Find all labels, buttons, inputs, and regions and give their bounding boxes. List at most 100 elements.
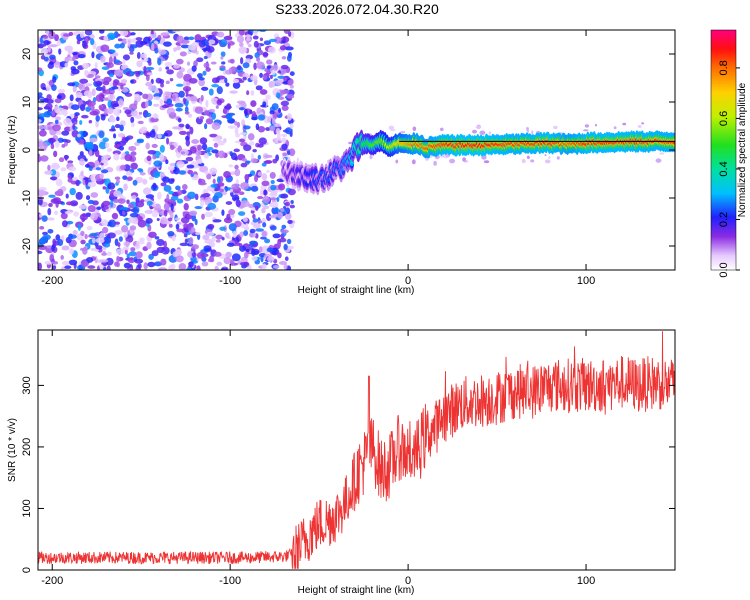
noise-speckle — [172, 94, 176, 102]
noise-speckle — [146, 155, 152, 162]
noise-speckle — [103, 35, 109, 42]
noise-speckle — [269, 171, 276, 179]
noise-speckle — [254, 205, 259, 210]
noise-speckle — [250, 75, 258, 81]
noise-speckle — [38, 92, 43, 97]
noise-speckle — [42, 86, 46, 91]
noise-speckle — [202, 70, 207, 76]
noise-speckle — [265, 94, 271, 101]
noise-speckle — [288, 148, 296, 157]
noise-speckle — [269, 125, 276, 132]
noise-speckle — [123, 262, 131, 269]
noise-speckle — [220, 56, 224, 60]
spectrogram-y-tick-label: 0 — [21, 147, 33, 153]
noise-speckle — [100, 166, 105, 170]
noise-speckle — [262, 51, 269, 58]
noise-speckle — [52, 238, 57, 245]
noise-speckle — [204, 123, 208, 130]
noise-speckle — [106, 251, 112, 256]
noise-speckle — [64, 154, 68, 161]
noise-speckle — [40, 155, 49, 162]
noise-speckle — [88, 100, 96, 106]
noise-speckle — [226, 242, 235, 247]
noise-speckle — [79, 138, 85, 145]
noise-speckle — [255, 228, 264, 232]
noise-speckle — [87, 181, 97, 188]
noise-speckle — [182, 211, 188, 215]
noise-speckle — [82, 130, 87, 138]
noise-speckle — [279, 45, 287, 51]
noise-speckle — [120, 78, 128, 84]
noise-speckle — [157, 133, 162, 139]
snr-x-tick-label: -200 — [41, 575, 63, 587]
noise-speckle — [239, 231, 244, 238]
noise-speckle — [65, 193, 69, 199]
noise-speckle — [266, 213, 272, 221]
noise-speckle — [130, 79, 134, 84]
noise-speckle — [215, 234, 223, 240]
noise-speckle — [183, 233, 188, 238]
noise-speckle — [255, 61, 265, 69]
colorbar-label: Normalized spectral amplitude — [737, 82, 748, 217]
noise-speckle — [128, 145, 137, 152]
noise-speckle — [263, 189, 267, 196]
noise-speckle — [271, 117, 276, 125]
noise-speckle — [38, 107, 43, 111]
noise-speckle — [62, 260, 70, 266]
noise-speckle — [69, 94, 74, 102]
noise-speckle — [209, 167, 218, 175]
noise-speckle — [125, 171, 133, 176]
noise-speckle — [142, 93, 149, 99]
noise-speckle — [172, 126, 181, 130]
noise-speckle — [137, 219, 147, 228]
track-halo-speckle — [296, 157, 300, 162]
noise-speckle — [160, 83, 165, 88]
noise-speckle — [245, 222, 249, 230]
noise-speckle — [88, 120, 93, 124]
noise-speckle — [106, 62, 114, 69]
noise-speckle — [100, 169, 109, 174]
noise-speckle — [54, 105, 60, 114]
noise-speckle — [256, 56, 261, 62]
signal-track-cell — [313, 170, 318, 175]
noise-speckle — [53, 150, 58, 158]
noise-speckle — [130, 162, 138, 170]
noise-speckle — [286, 93, 295, 99]
noise-speckle — [159, 144, 165, 153]
noise-speckle — [207, 202, 217, 210]
noise-speckle — [72, 52, 78, 56]
noise-speckle — [117, 85, 121, 92]
noise-speckle — [206, 147, 214, 151]
noise-speckle — [178, 90, 185, 98]
noise-speckle — [287, 219, 293, 225]
noise-speckle — [121, 210, 126, 216]
noise-speckle — [126, 199, 130, 204]
noise-speckle — [100, 55, 106, 63]
noise-speckle — [90, 212, 99, 221]
noise-speckle — [60, 167, 67, 172]
noise-speckle — [105, 142, 110, 149]
noise-speckle — [211, 84, 219, 88]
noise-speckle — [213, 142, 219, 148]
noise-speckle — [158, 67, 163, 72]
noise-speckle — [38, 250, 43, 255]
noise-speckle — [106, 107, 114, 115]
noise-speckle — [60, 212, 68, 220]
snr-x-ticks: -200 -100 0 100 — [41, 330, 595, 587]
noise-speckle — [91, 237, 96, 244]
noise-speckle — [149, 176, 155, 180]
noise-speckle — [143, 66, 147, 74]
noise-speckle — [219, 226, 227, 231]
noise-speckle — [82, 247, 88, 255]
track-halo-speckle — [641, 122, 644, 125]
noise-speckle — [118, 236, 123, 242]
noise-speckle — [130, 116, 135, 124]
noise-speckle — [151, 250, 159, 257]
noise-speckle — [61, 220, 68, 228]
noise-speckle — [214, 265, 219, 270]
noise-speckle — [51, 111, 55, 117]
snr-y-axis-label: SNR (10 * v/v) — [7, 418, 18, 482]
noise-speckle — [183, 202, 189, 211]
noise-speckle — [100, 44, 110, 52]
noise-speckle — [271, 80, 276, 88]
